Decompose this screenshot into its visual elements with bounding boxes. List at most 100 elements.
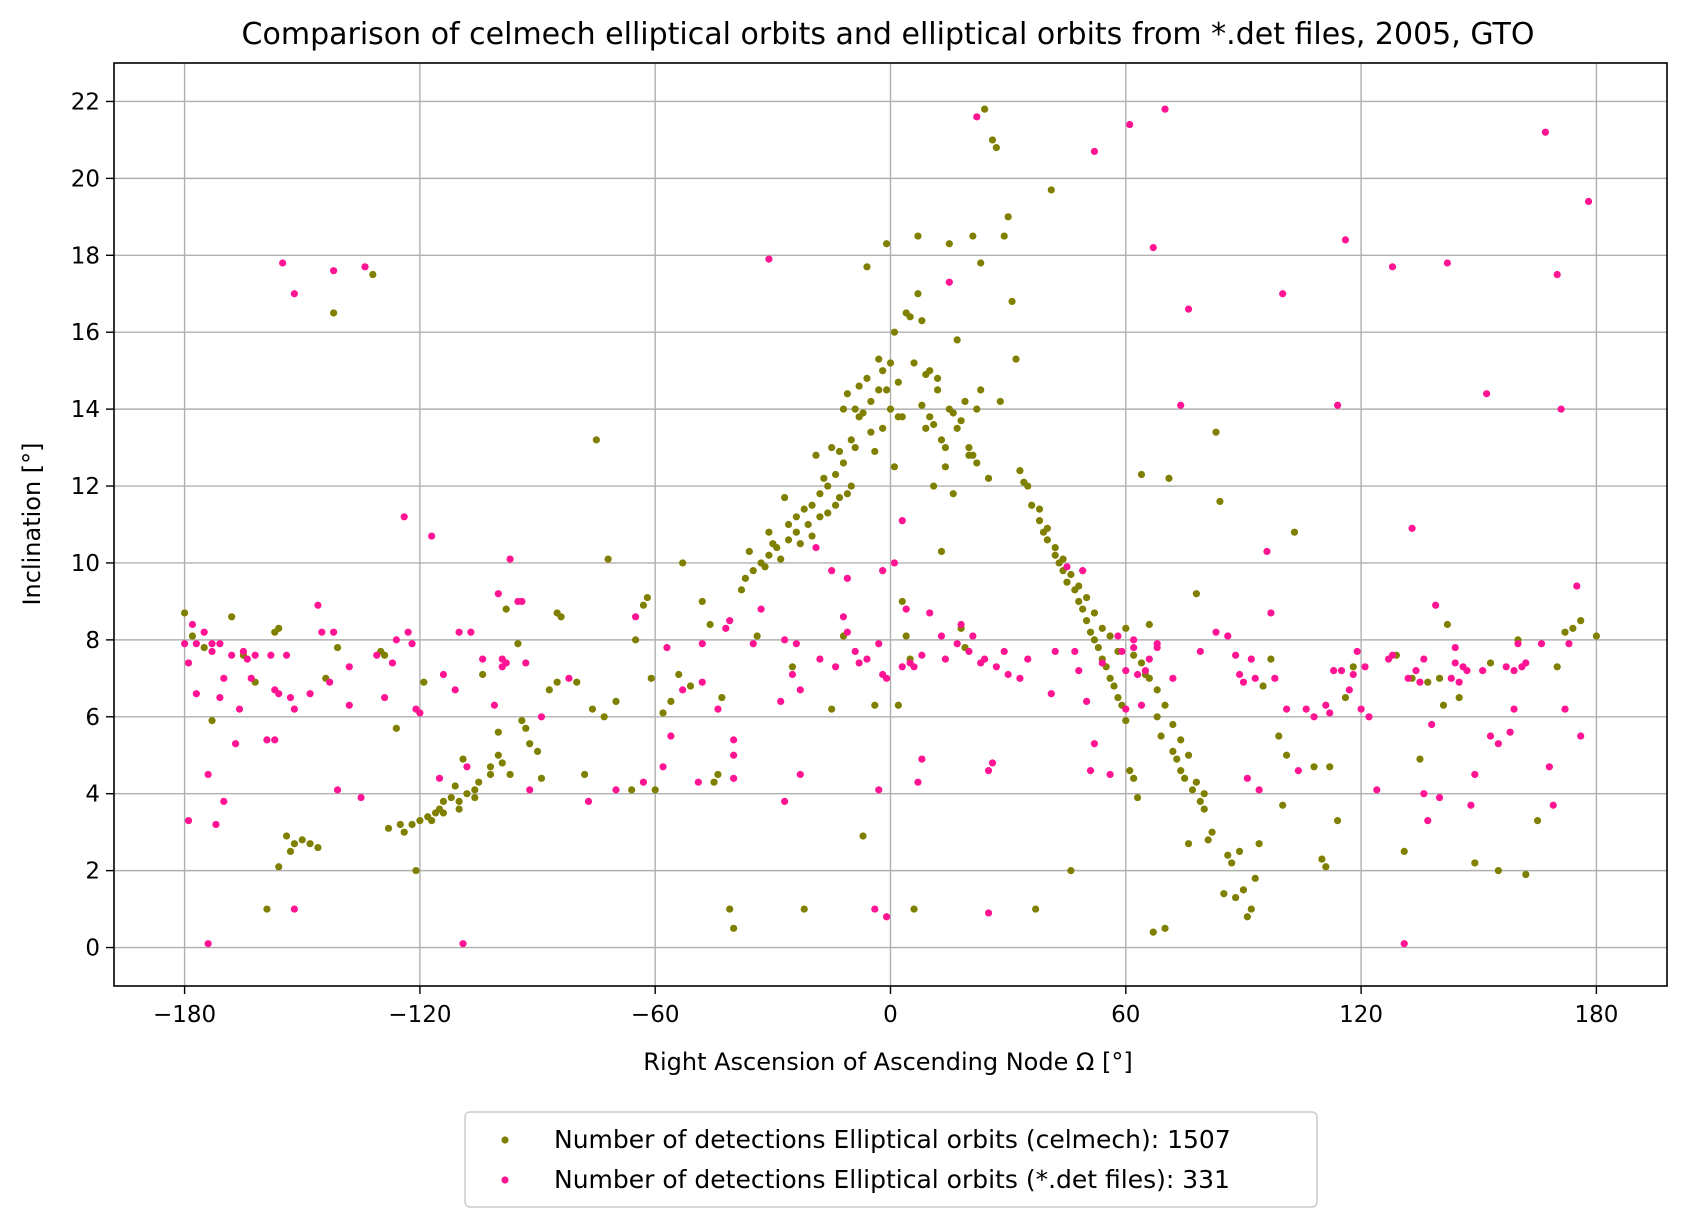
point-celmech — [1067, 867, 1075, 875]
point-celmech — [1177, 767, 1185, 775]
point-celmech — [792, 513, 800, 521]
point-celmech — [479, 670, 487, 679]
point-det-files — [1584, 197, 1593, 206]
point-det-files — [984, 909, 993, 917]
point-celmech — [875, 355, 883, 363]
point-det-files — [290, 905, 298, 913]
point-celmech — [937, 547, 946, 556]
point-det-files — [631, 613, 640, 621]
point-det-files — [851, 647, 859, 656]
point-celmech — [537, 774, 546, 782]
point-celmech — [600, 713, 608, 721]
point-det-files — [357, 793, 365, 802]
point-det-files — [1428, 720, 1436, 729]
point-det-files — [1373, 786, 1381, 794]
point-det-files — [1169, 674, 1177, 682]
point-celmech — [1126, 767, 1134, 775]
point-celmech — [1341, 693, 1350, 702]
point-det-files — [1071, 647, 1079, 656]
point-det-files — [875, 786, 883, 794]
point-det-files — [388, 659, 397, 667]
point-det-files — [239, 647, 248, 656]
point-celmech — [557, 613, 565, 621]
point-celmech — [933, 386, 942, 394]
chart-title: Comparison of celmech elliptical orbits … — [242, 17, 1535, 52]
point-det-files — [839, 613, 848, 621]
x-tick-label: 0 — [883, 1002, 898, 1028]
point-det-files — [1506, 728, 1514, 736]
point-det-files — [1494, 740, 1502, 748]
point-celmech — [1471, 859, 1479, 867]
point-celmech — [898, 413, 906, 421]
x-axis-label: Right Ascension of Ascending Node Ω [°] — [643, 1048, 1132, 1076]
point-det-files — [498, 655, 506, 663]
point-det-files — [988, 759, 997, 767]
point-celmech — [1435, 674, 1444, 682]
point-det-files — [1432, 601, 1440, 609]
point-det-files — [522, 659, 530, 667]
point-det-files — [200, 628, 208, 636]
point-det-files — [1349, 670, 1357, 679]
x-tick-label: 120 — [1339, 1002, 1383, 1028]
legend: Number of detections Elliptical orbits (… — [464, 1111, 1318, 1208]
point-celmech — [812, 451, 820, 459]
point-celmech — [1486, 659, 1495, 667]
point-celmech — [1122, 717, 1130, 725]
grid-lines — [114, 63, 1667, 986]
point-det-files — [439, 670, 448, 679]
point-det-files — [659, 763, 667, 771]
point-det-files — [1047, 690, 1055, 698]
point-det-files — [1063, 563, 1071, 571]
point-celmech — [1349, 663, 1357, 671]
point-det-files — [1122, 705, 1130, 713]
point-celmech — [1208, 828, 1216, 836]
point-celmech — [588, 705, 597, 713]
point-celmech — [1181, 774, 1189, 782]
point-det-files — [722, 624, 730, 632]
point-det-files — [1090, 740, 1099, 748]
point-det-files — [1133, 670, 1142, 679]
point-det-files — [1051, 647, 1059, 656]
x-tick-label: 60 — [1111, 1002, 1140, 1028]
point-celmech — [930, 420, 938, 429]
point-celmech — [573, 678, 581, 686]
point-det-files — [1420, 655, 1428, 663]
point-celmech — [502, 605, 510, 613]
point-det-files — [1337, 667, 1346, 675]
point-det-files — [792, 640, 800, 648]
point-celmech — [965, 443, 973, 452]
point-celmech — [1137, 659, 1146, 667]
point-celmech — [1322, 863, 1330, 871]
point-det-files — [1545, 763, 1553, 771]
point-celmech — [922, 370, 930, 379]
point-det-files — [208, 647, 216, 656]
y-tick-label: 8 — [85, 628, 100, 654]
point-det-files — [781, 797, 789, 806]
point-celmech — [698, 597, 706, 606]
point-celmech — [545, 686, 553, 694]
point-celmech — [631, 636, 640, 644]
point-det-files — [490, 701, 499, 709]
point-celmech — [1255, 840, 1263, 848]
point-celmech — [1553, 663, 1561, 671]
point-det-files — [494, 590, 502, 598]
point-det-files — [235, 705, 244, 713]
point-det-files — [730, 751, 738, 759]
point-det-files — [400, 513, 408, 521]
point-celmech — [1326, 763, 1334, 771]
point-det-files — [1098, 659, 1106, 667]
point-det-files — [220, 674, 228, 682]
point-celmech — [1204, 836, 1212, 844]
point-det-files — [1075, 667, 1083, 675]
y-tick-label: 10 — [71, 551, 100, 577]
point-det-files — [286, 693, 295, 702]
point-celmech — [471, 786, 479, 794]
point-det-files — [1333, 401, 1342, 409]
point-celmech — [494, 728, 502, 736]
point-celmech — [753, 632, 761, 640]
y-tick-label: 20 — [71, 166, 100, 192]
point-celmech — [428, 817, 436, 825]
point-celmech — [518, 717, 526, 725]
point-celmech — [1188, 786, 1197, 794]
